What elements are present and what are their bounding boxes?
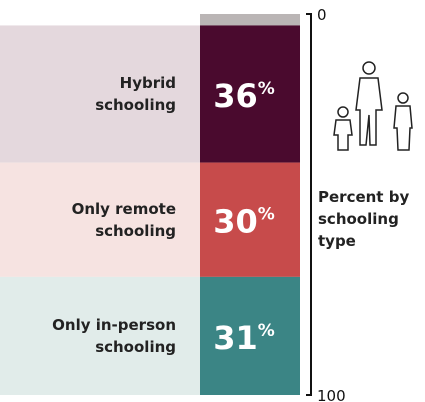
value-unit: % [258,79,275,99]
family-illustration [334,62,412,150]
bar-segment [200,14,300,25]
value-unit: % [258,205,275,225]
axis-label: Percent by schooling type [318,186,409,252]
chart: 36%30%31%0100 Hybrid schoolingOnly remot… [0,0,425,402]
category-label: Only in-person schooling [6,314,176,358]
category-label: Only remote schooling [6,198,176,242]
y-tick-label: 100 [317,387,346,402]
value-number: 30 [213,203,258,241]
y-tick-label: 0 [317,6,327,24]
value-number: 31 [213,319,258,357]
value-number: 36 [213,77,258,115]
category-label: Hybrid schooling [6,72,176,116]
value-unit: % [258,321,275,341]
